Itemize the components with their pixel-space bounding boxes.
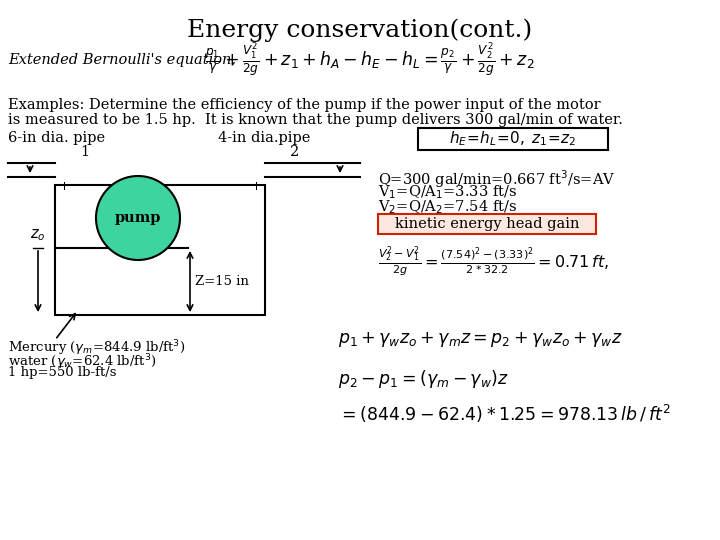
Text: V$_1$=Q/A$_1$=3.33 ft/s: V$_1$=Q/A$_1$=3.33 ft/s	[378, 183, 517, 201]
Text: 2: 2	[290, 145, 300, 159]
Text: $z_o$: $z_o$	[30, 227, 46, 243]
Text: Energy conservation(cont.): Energy conservation(cont.)	[187, 18, 533, 42]
Bar	[55, 185, 265, 315]
Text: $\frac{p_1}{\gamma}+\frac{V_1^2}{2g}+z_1+h_A-h_E-h_L=\frac{p_2}{\gamma}+\frac{V_: $\frac{p_1}{\gamma}+\frac{V_1^2}{2g}+z_1…	[205, 41, 534, 79]
Text: $p_2-p_1=(\gamma_m-\gamma_w)z$: $p_2-p_1=(\gamma_m-\gamma_w)z$	[338, 368, 509, 390]
Text: pump: pump	[114, 211, 161, 225]
Circle shape	[96, 176, 180, 260]
Text: water ($\gamma_w$=62.4 lb/ft$^3$): water ($\gamma_w$=62.4 lb/ft$^3$)	[8, 352, 157, 372]
Text: Z=15 in: Z=15 in	[195, 275, 249, 288]
Text: 6-in dia. pipe: 6-in dia. pipe	[8, 131, 105, 145]
Text: $\frac{V_2^2-V_1^2}{2g}=\frac{(7.54)^2-(3.33)^2}{2*32.2}=0.71\,ft,$: $\frac{V_2^2-V_1^2}{2g}=\frac{(7.54)^2-(…	[378, 244, 609, 279]
Text: 1: 1	[81, 145, 89, 159]
Text: $h_E\!=\!h_L\!=\!0,\ z_1\!=\!z_2$: $h_E\!=\!h_L\!=\!0,\ z_1\!=\!z_2$	[449, 130, 577, 148]
Text: Extended Bernoulli's equation,: Extended Bernoulli's equation,	[8, 53, 236, 67]
Bar	[378, 214, 596, 234]
Text: +: +	[251, 179, 261, 192]
Text: kinetic energy head gain: kinetic energy head gain	[395, 217, 580, 231]
Text: V$_2$=Q/A$_2$=7.54 ft/s: V$_2$=Q/A$_2$=7.54 ft/s	[378, 198, 517, 215]
Text: is measured to be 1.5 hp.  It is known that the pump delivers 300 gal/min of wat: is measured to be 1.5 hp. It is known th…	[8, 113, 623, 127]
Text: 4-in dia.pipe: 4-in dia.pipe	[218, 131, 310, 145]
Text: Examples: Determine the efficiency of the pump if the power input of the motor: Examples: Determine the efficiency of th…	[8, 98, 600, 112]
Text: 1 hp=550 lb-ft/s: 1 hp=550 lb-ft/s	[8, 366, 117, 379]
Bar	[418, 128, 608, 150]
Text: +: +	[58, 179, 70, 192]
Text: Mercury ($\gamma_m$=844.9 lb/ft$^3$): Mercury ($\gamma_m$=844.9 lb/ft$^3$)	[8, 338, 185, 357]
Text: Q=300 gal/min=0.667 ft$^3$/s=AV: Q=300 gal/min=0.667 ft$^3$/s=AV	[378, 168, 616, 190]
Text: $=(844.9-62.4)*1.25=978.13\,lb\,/\,ft^2$: $=(844.9-62.4)*1.25=978.13\,lb\,/\,ft^2$	[338, 403, 671, 425]
Text: $p_1+\gamma_w z_o+\gamma_m z=p_2+\gamma_w z_o+\gamma_w z$: $p_1+\gamma_w z_o+\gamma_m z=p_2+\gamma_…	[338, 330, 623, 349]
